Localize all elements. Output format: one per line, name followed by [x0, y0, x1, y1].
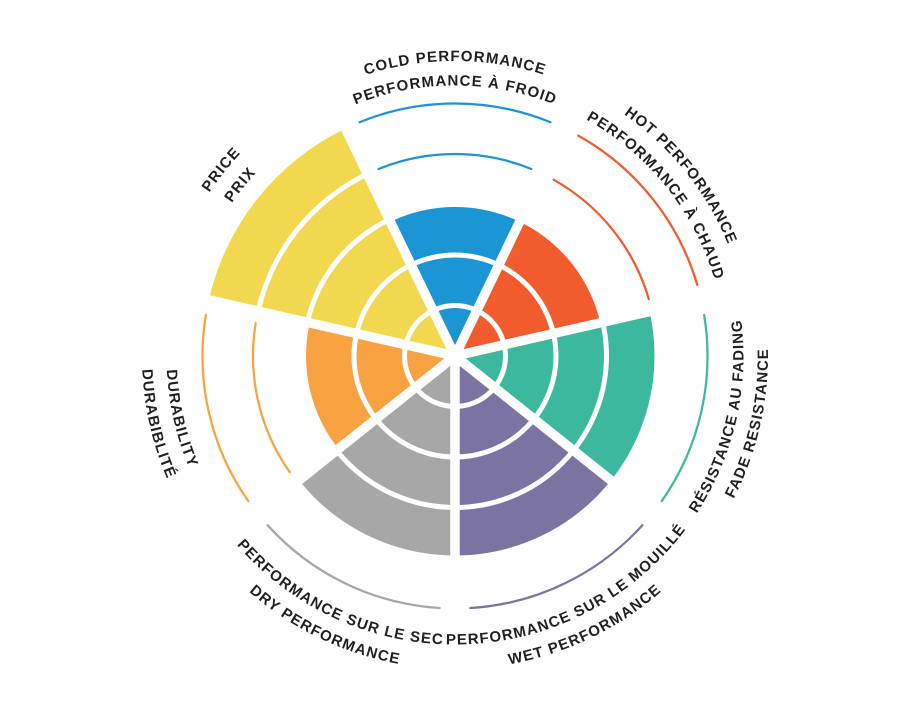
- sector-divider-spoke: [450, 121, 572, 359]
- segment-durability-empty-level-arc-4: [251, 322, 291, 474]
- sector-divider-spoke: [453, 293, 709, 361]
- segment-dry-performance-empty-level-arc-5: [266, 524, 441, 610]
- segment-fade-resistance-empty-level-arc-5: [660, 313, 709, 503]
- label-hot-performance-outer: HOT PERFORMANCE: [622, 104, 741, 247]
- segment-hot-performance-empty-level-arc-5: [577, 134, 699, 287]
- segment-wet-performance-fill: [455, 356, 613, 558]
- segment-durability-empty-level-arc-5: [201, 313, 250, 503]
- segment-price-fill: [208, 128, 455, 356]
- sector-divider-spoke: [201, 293, 457, 361]
- segment-hot-performance-empty-level-arc-4: [552, 178, 650, 301]
- segment-dry-performance-fill: [297, 356, 455, 558]
- segment-wet-performance-empty-level-arc-5: [469, 524, 644, 610]
- sector-divider-spoke: [249, 352, 458, 521]
- segment-cold-performance-empty-level-arc-5: [358, 102, 552, 124]
- sector-divider-spoke: [338, 121, 460, 359]
- segment-durability-fill: [303, 322, 455, 451]
- segment-cold-performance-empty-level-arc-4: [377, 152, 533, 171]
- segment-cold-performance-fill: [389, 204, 521, 356]
- sector-divider-spoke: [452, 352, 661, 521]
